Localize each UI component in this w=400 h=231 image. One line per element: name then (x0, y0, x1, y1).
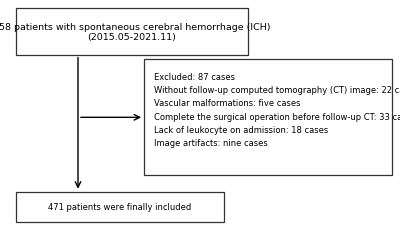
FancyBboxPatch shape (16, 192, 224, 222)
FancyBboxPatch shape (144, 60, 392, 176)
Text: Excluded: 87 cases
Without follow-up computed tomography (CT) image: 22 cases
Va: Excluded: 87 cases Without follow-up com… (154, 73, 400, 147)
Text: 558 patients with spontaneous cerebral hemorrhage (ICH)
(2015.05-2021.11): 558 patients with spontaneous cerebral h… (0, 23, 271, 42)
FancyBboxPatch shape (16, 9, 248, 55)
Text: 471 patients were finally included: 471 patients were finally included (48, 202, 192, 211)
